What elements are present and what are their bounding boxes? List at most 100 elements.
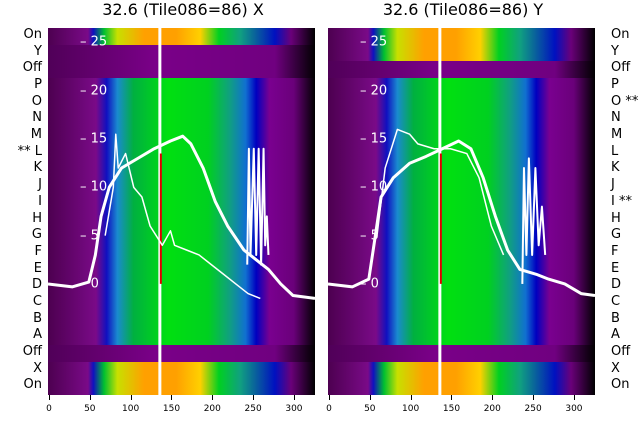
row-label: Off (611, 60, 631, 76)
row-label: X (611, 360, 620, 376)
x-tick-label: 0 (326, 404, 332, 414)
x-tick-mark (533, 395, 535, 400)
row-label: A (611, 327, 620, 343)
overlay-lines (328, 28, 595, 395)
x-tick-label: 250 (524, 404, 542, 414)
heatmap-row (328, 44, 595, 62)
x-tick-label: 50 (84, 404, 96, 414)
tick-dash: – (360, 34, 371, 50)
tick-dash: – (360, 228, 371, 244)
x-tick-mark (253, 395, 255, 400)
heatmap-row (328, 278, 595, 296)
x-tick-label: 100 (122, 404, 140, 414)
heatmap-row (48, 361, 315, 379)
x-tick-mark (329, 395, 330, 400)
heatmap-panel: – 0– 5– 10– 15– 20– 25 (48, 28, 315, 395)
heatmap-row (328, 311, 595, 329)
row-label: ** L (17, 143, 42, 159)
heatmap-row (48, 344, 315, 363)
chart-title: 32.6 (Tile086=86) Y (382, 0, 544, 19)
series-line-mean (328, 139, 595, 298)
row-label: I (38, 193, 42, 209)
inner-y-tick: – 25 (80, 35, 107, 50)
heatmap-row (328, 61, 595, 79)
x-tick-label: 200 (203, 404, 221, 414)
row-label: Y (34, 43, 42, 59)
heatmap-row (328, 328, 595, 346)
heatmap-row (328, 78, 595, 96)
heatmap-row (48, 94, 315, 112)
inner-y-tick-label: 25 (90, 34, 108, 50)
row-label: C (32, 293, 42, 309)
tick-dash: – (360, 131, 371, 147)
row-label: L (611, 143, 619, 159)
x-tick-mark (369, 395, 371, 400)
x-tick-label: 50 (364, 404, 376, 414)
heatmap-row (328, 244, 595, 263)
heatmap-row (328, 361, 595, 379)
inner-y-tick-label: 25 (370, 34, 388, 50)
x-tick-mark (130, 395, 132, 400)
inner-y-tick: – 25 (360, 35, 387, 50)
inner-y-tick-label: 0 (370, 276, 379, 292)
row-label: On (23, 377, 42, 393)
x-tick-mark (212, 395, 214, 400)
row-label: C (611, 293, 621, 309)
inner-y-tick-label: 20 (370, 83, 388, 99)
heatmap-row (48, 261, 315, 279)
row-label: O ** (611, 93, 639, 109)
x-tick-label: 0 (46, 404, 52, 414)
row-label: On (23, 27, 42, 42)
inner-y-tick: – 15 (360, 132, 387, 147)
tick-dash: – (80, 179, 91, 195)
row-label: F (34, 243, 42, 259)
row-label: H (611, 210, 621, 226)
row-label: On (611, 377, 630, 393)
series-line-single (104, 133, 261, 300)
row-label: D (611, 277, 622, 293)
tick-dash: – (360, 83, 371, 99)
row-label: J (611, 177, 615, 193)
heatmap-row (48, 294, 315, 313)
x-tick-label: 300 (565, 404, 583, 414)
inner-y-tick-label: 20 (90, 83, 108, 99)
x-tick-mark (89, 395, 91, 400)
x-tick-label: 100 (402, 404, 420, 414)
inner-y-tick-label: 15 (90, 131, 108, 147)
row-label: Y (611, 43, 619, 59)
heatmap-row (328, 228, 595, 246)
row-label: M (611, 127, 623, 143)
row-label: P (611, 77, 619, 93)
row-label: N (32, 110, 42, 126)
heatmap-row (328, 28, 595, 46)
row-label: O (31, 93, 42, 109)
heatmap-row (328, 261, 595, 279)
heatmap-row (48, 378, 315, 395)
heatmap-row (328, 128, 595, 146)
row-label: J (38, 177, 42, 193)
row-label: Off (22, 60, 42, 76)
inner-y-tick-label: 5 (90, 228, 99, 244)
heatmap-row (328, 94, 595, 112)
row-label: P (34, 77, 42, 93)
heatmap-row (328, 378, 595, 395)
heatmap-panel: – 0– 5– 10– 15– 20– 25 (328, 28, 595, 395)
heatmap-row (48, 278, 315, 296)
row-label: Off (22, 343, 42, 359)
heatmap-row (48, 111, 315, 129)
chart-title: 32.6 (Tile086=86) X (102, 0, 264, 19)
row-label: B (33, 310, 42, 326)
x-tick-label: 150 (162, 404, 181, 414)
row-label: B (611, 310, 620, 326)
inner-y-tick: – 20 (360, 83, 387, 98)
row-label: K (33, 160, 42, 176)
x-tick-mark (293, 395, 295, 400)
x-tick-mark (492, 395, 494, 400)
heatmap-row (48, 44, 315, 62)
row-label: N (611, 110, 621, 126)
tick-dash: – (80, 34, 91, 50)
row-label: E (611, 260, 620, 276)
x-tick-mark (49, 395, 50, 400)
series-line-spikes (246, 147, 270, 266)
heatmap-row (48, 78, 315, 96)
